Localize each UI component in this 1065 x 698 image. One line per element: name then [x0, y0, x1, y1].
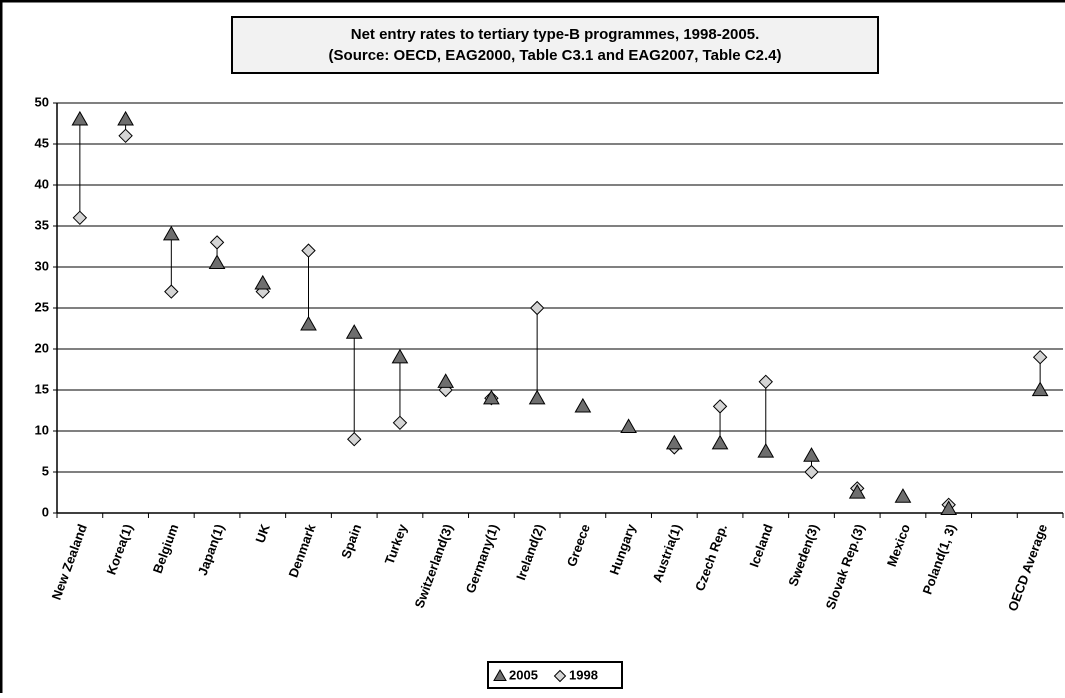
point	[574, 397, 592, 413]
legend-label: 1998	[569, 667, 598, 682]
point	[1031, 381, 1049, 397]
point	[529, 300, 545, 316]
y-tick-label: 50	[35, 94, 49, 109]
x-tick-label: Hungary	[607, 521, 639, 576]
point	[803, 447, 820, 462]
point	[894, 488, 912, 503]
y-tick-label: 5	[42, 463, 49, 478]
x-tick-label: Japan(1)	[195, 522, 227, 577]
y-tick-label: 35	[35, 217, 49, 232]
x-tick-label: Belgium	[150, 522, 182, 575]
x-tick-label: Czech Rep.	[692, 522, 730, 593]
point	[392, 415, 408, 431]
point	[301, 243, 316, 258]
x-tick-label: Poland(1, 3)	[919, 522, 958, 596]
point	[345, 324, 363, 339]
point	[940, 500, 958, 516]
x-tick-label: Greece	[564, 522, 593, 569]
point	[162, 225, 180, 241]
point	[72, 210, 88, 226]
chart-title: Net entry rates to tertiary type-B progr…	[351, 26, 760, 43]
x-tick-label: Spain	[338, 522, 364, 560]
point	[117, 110, 134, 126]
point	[757, 442, 775, 458]
y-tick-label: 20	[35, 340, 49, 355]
x-tick-label: OECD Average	[1005, 522, 1050, 613]
x-tick-label: Mexico	[884, 522, 913, 569]
y-tick-label: 30	[35, 258, 49, 273]
point	[711, 434, 729, 450]
point	[347, 431, 362, 447]
point	[437, 373, 455, 388]
point	[848, 483, 866, 499]
title-box	[231, 16, 879, 74]
x-tick-label: Ireland(2)	[513, 522, 547, 582]
point	[712, 399, 728, 414]
x-tick-label: UK	[252, 522, 273, 545]
x-tick-label: New Zealand	[49, 522, 90, 602]
x-tick-label: Germany(1)	[463, 522, 502, 595]
point	[300, 315, 317, 331]
point	[620, 418, 637, 434]
point	[209, 235, 225, 250]
x-tick-label: Sweden(3)	[785, 522, 821, 588]
point	[528, 389, 546, 405]
point	[164, 284, 179, 299]
point	[483, 389, 500, 405]
y-tick-label: 45	[35, 135, 49, 150]
point	[391, 348, 409, 364]
chart-subtitle: (Source: OECD, EAG2000, Table C3.1 and E…	[329, 47, 782, 64]
legend-label: 2005	[509, 667, 538, 682]
x-tick-label: Korea(1)	[104, 522, 136, 577]
point	[71, 110, 89, 126]
x-tick-label: Austria(1)	[650, 522, 685, 584]
x-tick-label: Switzerland(3)	[411, 522, 455, 610]
y-tick-label: 25	[35, 299, 49, 314]
legend-marker	[493, 668, 507, 681]
point	[118, 128, 133, 144]
point	[758, 374, 773, 390]
y-tick-label: 0	[42, 504, 49, 519]
point	[804, 464, 819, 480]
y-tick-label: 40	[35, 176, 49, 191]
y-tick-label: 15	[35, 381, 49, 396]
point	[254, 274, 272, 290]
x-tick-label: Iceland	[746, 522, 775, 569]
point	[208, 254, 226, 270]
x-tick-label: Denmark	[285, 521, 318, 579]
x-tick-label: Turkey	[382, 521, 411, 566]
legend-marker	[553, 669, 567, 683]
x-tick-label: Slovak Rep.(3)	[823, 522, 868, 611]
point	[1032, 349, 1048, 365]
point	[665, 434, 683, 450]
y-tick-label: 10	[35, 422, 49, 437]
